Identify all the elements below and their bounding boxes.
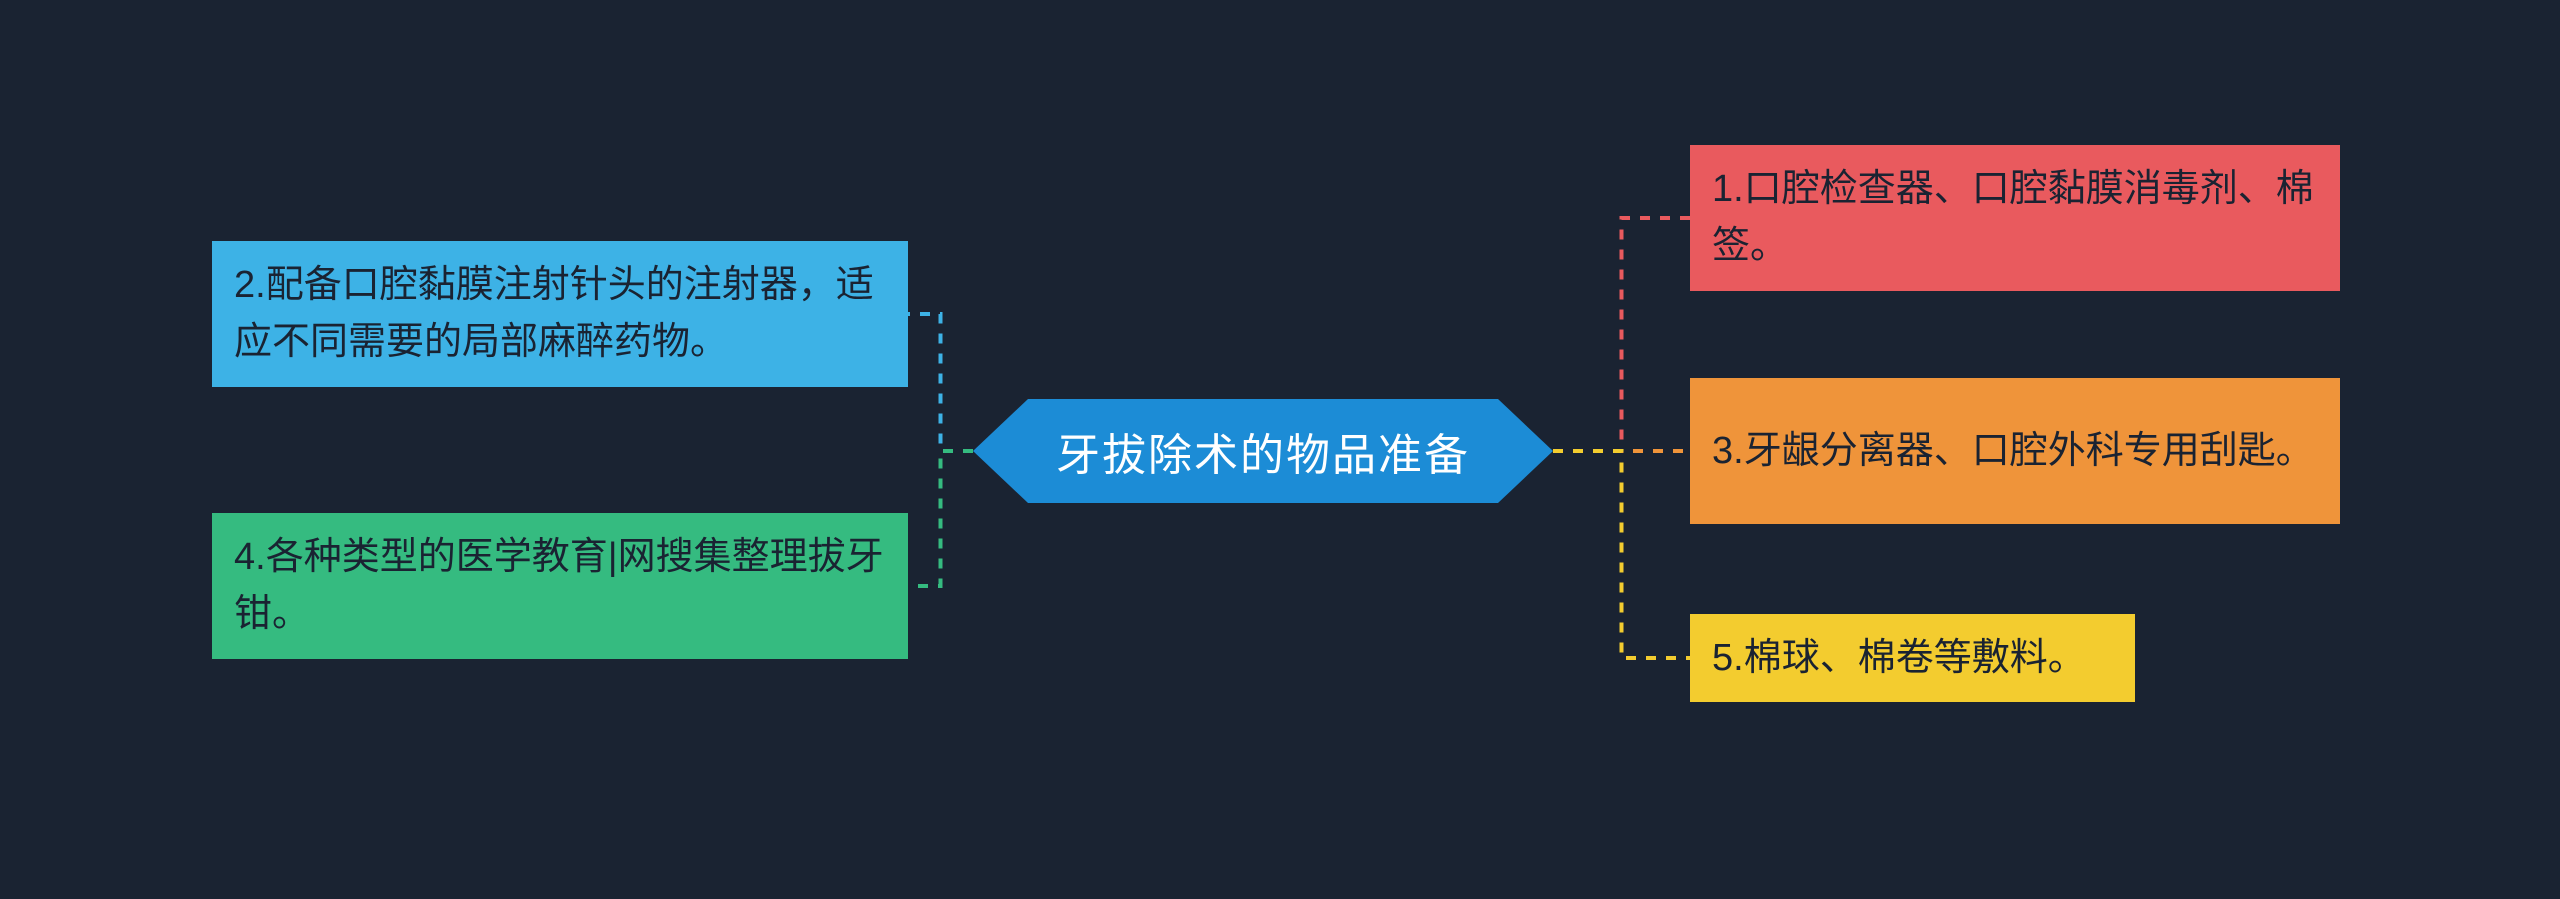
mindmap-canvas: 牙拔除术的物品准备 2.配备口腔黏膜注射针头的注射器，适应不同需要的局部麻醉药物…: [0, 0, 2560, 899]
branch-text: 2.配备口腔黏膜注射针头的注射器，适应不同需要的局部麻醉药物。: [234, 257, 886, 371]
branch-text: 3.牙龈分离器、口腔外科专用刮匙。: [1712, 423, 2314, 480]
branch-node-left-0: 2.配备口腔黏膜注射针头的注射器，适应不同需要的局部麻醉药物。: [212, 241, 908, 387]
branch-node-right-2: 5.棉球、棉卷等敷料。: [1690, 614, 2135, 702]
center-node: 牙拔除术的物品准备: [973, 399, 1553, 503]
branch-node-right-1: 3.牙龈分离器、口腔外科专用刮匙。: [1690, 378, 2340, 524]
branch-node-left-1: 4.各种类型的医学教育|网搜集整理拔牙钳。: [212, 513, 908, 659]
branch-node-right-0: 1.口腔检查器、口腔黏膜消毒剂、棉签。: [1690, 145, 2340, 291]
branch-text: 4.各种类型的医学教育|网搜集整理拔牙钳。: [234, 529, 886, 643]
branch-text: 5.棉球、棉卷等敷料。: [1712, 630, 2086, 687]
branch-text: 1.口腔检查器、口腔黏膜消毒剂、棉签。: [1712, 161, 2318, 275]
center-node-text: 牙拔除术的物品准备: [1056, 419, 1470, 483]
